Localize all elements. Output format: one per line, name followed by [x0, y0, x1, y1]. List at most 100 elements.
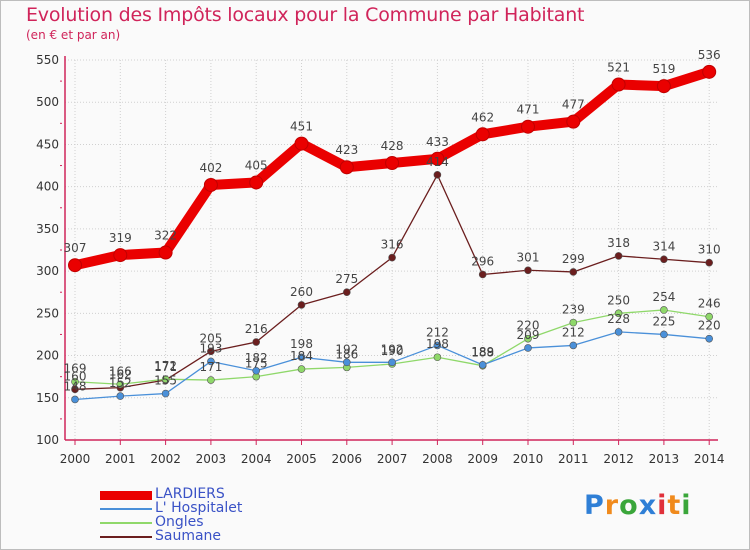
y-tick-label: 500	[36, 95, 59, 109]
x-tick-label: 2011	[558, 452, 589, 466]
data-label: 296	[471, 254, 494, 268]
data-label: 402	[199, 161, 222, 175]
legend-label: L' Hospitalet	[155, 500, 243, 516]
data-point	[478, 270, 487, 279]
data-point	[566, 114, 581, 129]
data-point	[342, 358, 351, 367]
data-label: 423	[335, 143, 358, 157]
proxiti-logo: Proxiti	[584, 490, 692, 521]
x-tick-label: 2001	[105, 452, 136, 466]
data-point	[385, 156, 400, 171]
data-label: 519	[652, 62, 675, 76]
data-label: 192	[335, 342, 358, 356]
data-label: 451	[290, 120, 313, 134]
data-point	[71, 385, 79, 394]
logo-letter: x	[638, 490, 658, 521]
data-label: 205	[199, 331, 222, 345]
data-point	[702, 64, 717, 79]
data-label: 188	[471, 346, 494, 360]
data-point	[207, 347, 215, 356]
chart-title: Evolution des Impôts locaux pour la Comm…	[26, 4, 585, 26]
data-point	[116, 392, 125, 400]
data-label: 275	[335, 272, 358, 286]
data-point	[388, 358, 396, 367]
data-point	[478, 361, 487, 369]
data-point	[71, 395, 79, 404]
data-label: 198	[426, 337, 449, 351]
logo-letter: P	[584, 490, 605, 521]
data-label: 166	[109, 364, 132, 378]
data-point	[342, 288, 351, 297]
data-label: 314	[652, 239, 675, 253]
data-label: 301	[517, 250, 540, 264]
x-tick-label: 2006	[332, 452, 363, 466]
data-point	[656, 79, 671, 94]
legend-swatch	[100, 522, 152, 524]
data-label: 148	[64, 379, 87, 393]
data-label: 536	[698, 48, 721, 62]
data-label: 220	[517, 319, 540, 333]
data-point	[614, 309, 623, 318]
data-point	[252, 338, 261, 346]
legend-label: Ongles	[155, 514, 204, 530]
legend-swatch	[100, 536, 152, 538]
x-tick-label: 2007	[377, 452, 408, 466]
data-label: 228	[607, 312, 630, 326]
data-point	[158, 245, 173, 260]
data-label: 182	[245, 351, 268, 365]
x-tick-label: 2013	[649, 452, 680, 466]
data-point	[524, 344, 532, 352]
data-label: 462	[471, 110, 494, 124]
data-point	[660, 330, 668, 339]
logo-letter: o	[619, 490, 639, 521]
y-tick-label: 250	[36, 306, 59, 320]
data-point	[297, 353, 306, 362]
data-point	[388, 253, 396, 262]
data-point	[207, 376, 215, 384]
data-label: 212	[426, 325, 449, 339]
x-tick-label: 2002	[150, 452, 181, 466]
data-point	[339, 160, 354, 175]
data-label: 307	[64, 241, 87, 255]
data-point	[705, 334, 714, 343]
logo-letter: t	[667, 490, 682, 521]
y-tick-label: 100	[36, 433, 59, 447]
x-tick-label: 2005	[286, 452, 317, 466]
x-tick-label: 2009	[467, 452, 498, 466]
data-point	[433, 353, 442, 362]
x-tick-label: 2000	[60, 452, 91, 466]
data-point	[660, 306, 668, 314]
data-label: 521	[607, 60, 630, 74]
data-label: 186	[335, 347, 358, 361]
data-point	[433, 341, 442, 350]
legend-label: LARDIERS	[155, 486, 225, 502]
y-tick-label: 350	[36, 222, 59, 236]
data-label: 190	[381, 344, 404, 358]
data-label: 250	[607, 293, 630, 307]
data-point	[614, 252, 623, 260]
data-label: 212	[562, 325, 585, 339]
data-point	[660, 255, 668, 264]
plot-area	[65, 60, 718, 440]
y-tick-label: 150	[36, 391, 59, 405]
data-point	[569, 318, 578, 327]
data-label: 318	[607, 236, 630, 250]
x-tick-label: 2008	[422, 452, 453, 466]
data-label: 428	[381, 139, 404, 153]
data-point	[207, 357, 215, 366]
y-tick-label: 200	[36, 349, 59, 363]
data-point	[524, 266, 532, 275]
y-tick-label: 450	[36, 137, 59, 151]
data-label: 239	[562, 303, 585, 317]
data-label: 169	[64, 362, 87, 376]
data-point	[569, 268, 578, 276]
data-point	[116, 380, 125, 389]
data-label: 322	[154, 229, 177, 243]
legend-label: Saumane	[155, 528, 222, 544]
y-tick-label: 550	[36, 53, 59, 67]
data-label: 175	[245, 357, 268, 371]
x-tick-label: 2004	[241, 452, 272, 466]
chart-subtitle: (en € et par an)	[26, 28, 121, 42]
data-label: 171	[154, 360, 177, 374]
